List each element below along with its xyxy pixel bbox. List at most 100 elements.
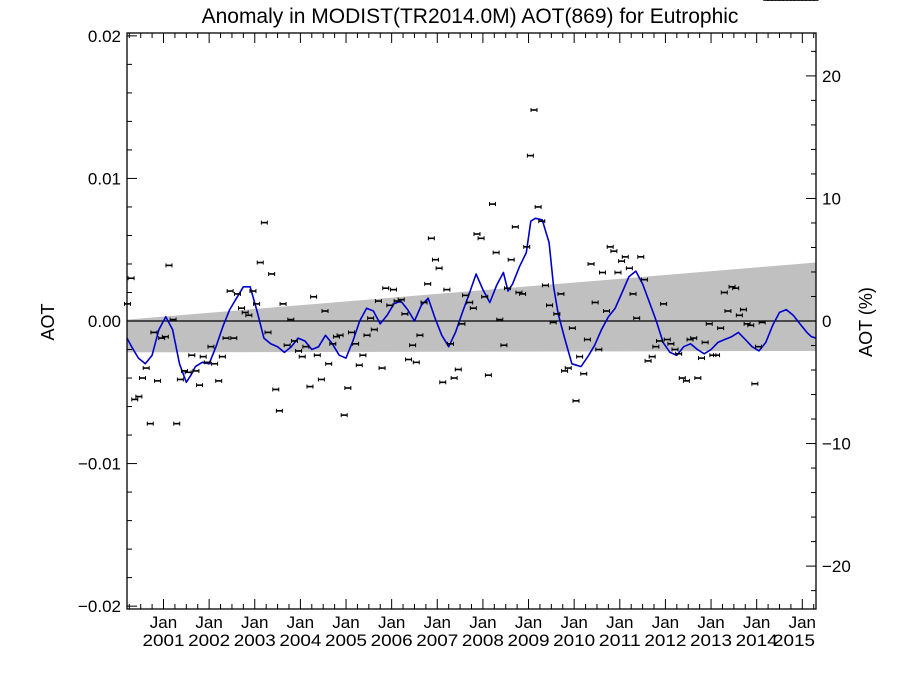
anomaly-point bbox=[192, 368, 200, 373]
anomaly-point bbox=[302, 344, 310, 349]
anomaly-point bbox=[260, 220, 268, 225]
y2-tick-label: −10 bbox=[822, 435, 851, 454]
y-tick-label: −0.01 bbox=[78, 455, 121, 474]
anomaly-point bbox=[591, 300, 599, 305]
y-tick-label: 0.00 bbox=[88, 312, 121, 331]
anomaly-point bbox=[295, 348, 303, 353]
anomaly-point bbox=[473, 232, 481, 237]
anomaly-point bbox=[447, 341, 455, 346]
anomaly-point bbox=[401, 311, 409, 316]
anomaly-point bbox=[359, 353, 367, 358]
anomaly-point bbox=[439, 380, 447, 385]
anomaly-point bbox=[310, 294, 318, 299]
anomaly-point bbox=[150, 330, 158, 335]
anomaly-point bbox=[538, 219, 546, 224]
anomaly-point bbox=[238, 306, 246, 311]
y2-tick-label: 10 bbox=[822, 189, 841, 208]
anomaly-point bbox=[370, 327, 378, 332]
anomaly-point bbox=[161, 334, 169, 339]
x-tick-year-label: 2004 bbox=[279, 631, 321, 650]
anomaly-point bbox=[598, 270, 606, 275]
anomaly-point bbox=[595, 347, 603, 352]
anomaly-point bbox=[196, 383, 204, 388]
anomaly-point bbox=[431, 257, 439, 262]
anomaly-point bbox=[561, 368, 569, 373]
x-tick-year-label: 2001 bbox=[143, 631, 185, 650]
anomaly-point bbox=[409, 343, 417, 348]
anomaly-point bbox=[735, 313, 743, 318]
x-tick-year-label: 2003 bbox=[234, 631, 276, 650]
x-tick-month-label: Jan bbox=[241, 613, 268, 632]
anomaly-point bbox=[226, 289, 234, 294]
anomaly-point bbox=[355, 363, 363, 368]
anomaly-point bbox=[511, 224, 519, 229]
anomaly-point bbox=[481, 294, 489, 299]
anomaly-point bbox=[484, 373, 492, 378]
anomaly-point bbox=[477, 236, 485, 241]
anomaly-point bbox=[215, 378, 223, 383]
anomaly-point bbox=[176, 377, 184, 382]
y-tick-label: 0.02 bbox=[88, 27, 121, 46]
anomaly-point bbox=[507, 257, 515, 262]
monthly-points-layer bbox=[123, 0, 819, 426]
anomaly-point bbox=[249, 289, 257, 294]
anomaly-point bbox=[621, 254, 629, 259]
anomaly-point bbox=[207, 344, 215, 349]
anomaly-point bbox=[275, 408, 283, 413]
anomaly-point bbox=[139, 376, 147, 381]
anomaly-point bbox=[755, 344, 763, 349]
anomaly-point bbox=[283, 343, 291, 348]
anomaly-point bbox=[389, 287, 397, 292]
x-tick-month-label: Jan bbox=[424, 613, 451, 632]
y-axis-title: AOT bbox=[38, 303, 58, 340]
anomaly-point bbox=[637, 254, 645, 259]
anomaly-point bbox=[648, 354, 656, 359]
tick-labels-layer: −0.02−0.010.000.010.02−20−1001020Jan2001… bbox=[78, 27, 851, 650]
anomaly-point bbox=[241, 310, 249, 315]
anomaly-point bbox=[363, 333, 371, 338]
x-tick-year-label: 2013 bbox=[690, 631, 732, 650]
anomaly-point bbox=[347, 330, 355, 335]
x-tick-month-label: Jan bbox=[606, 613, 633, 632]
y2-tick-label: −20 bbox=[822, 557, 851, 576]
anomaly-point bbox=[603, 309, 611, 314]
anomaly-point bbox=[135, 394, 143, 399]
anomaly-point bbox=[557, 291, 565, 296]
anomaly-point bbox=[530, 107, 538, 112]
anomaly-point bbox=[652, 344, 660, 349]
anomaly-point bbox=[165, 263, 173, 268]
anomaly-point bbox=[264, 330, 272, 335]
anomaly-point bbox=[660, 301, 668, 306]
axis-ticks-layer bbox=[127, 33, 816, 609]
x-tick-month-label: Jan bbox=[378, 613, 405, 632]
anomaly-point bbox=[378, 366, 386, 371]
anomaly-point bbox=[546, 303, 554, 308]
anomaly-point bbox=[367, 316, 375, 321]
x-tick-month-label: Jan bbox=[697, 613, 724, 632]
anomaly-point bbox=[739, 307, 747, 312]
x-tick-month-label: Jan bbox=[743, 613, 770, 632]
anomaly-point bbox=[526, 153, 534, 158]
anomaly-point bbox=[435, 266, 443, 271]
anomaly-point bbox=[587, 261, 595, 266]
anomaly-point bbox=[154, 378, 162, 383]
anomaly-point bbox=[386, 303, 394, 308]
anomaly-point bbox=[142, 366, 150, 371]
anomaly-point bbox=[747, 323, 755, 328]
anomaly-point bbox=[127, 276, 135, 281]
anomaly-point bbox=[701, 340, 709, 345]
anomaly-point bbox=[374, 299, 382, 304]
anomaly-point bbox=[188, 353, 196, 358]
anomaly-point bbox=[458, 321, 466, 326]
anomaly-point bbox=[629, 291, 637, 296]
anomaly-point bbox=[279, 301, 287, 306]
x-tick-year-label: 2002 bbox=[188, 631, 230, 650]
anomaly-point bbox=[462, 293, 470, 298]
x-tick-month-label: Jan bbox=[469, 613, 496, 632]
x-tick-month-label: Jan bbox=[287, 613, 314, 632]
anomaly-point bbox=[321, 309, 329, 314]
anomaly-point bbox=[306, 384, 314, 389]
anomaly-point bbox=[541, 283, 549, 288]
anomaly-point bbox=[606, 244, 614, 249]
anomaly-point bbox=[625, 266, 633, 271]
